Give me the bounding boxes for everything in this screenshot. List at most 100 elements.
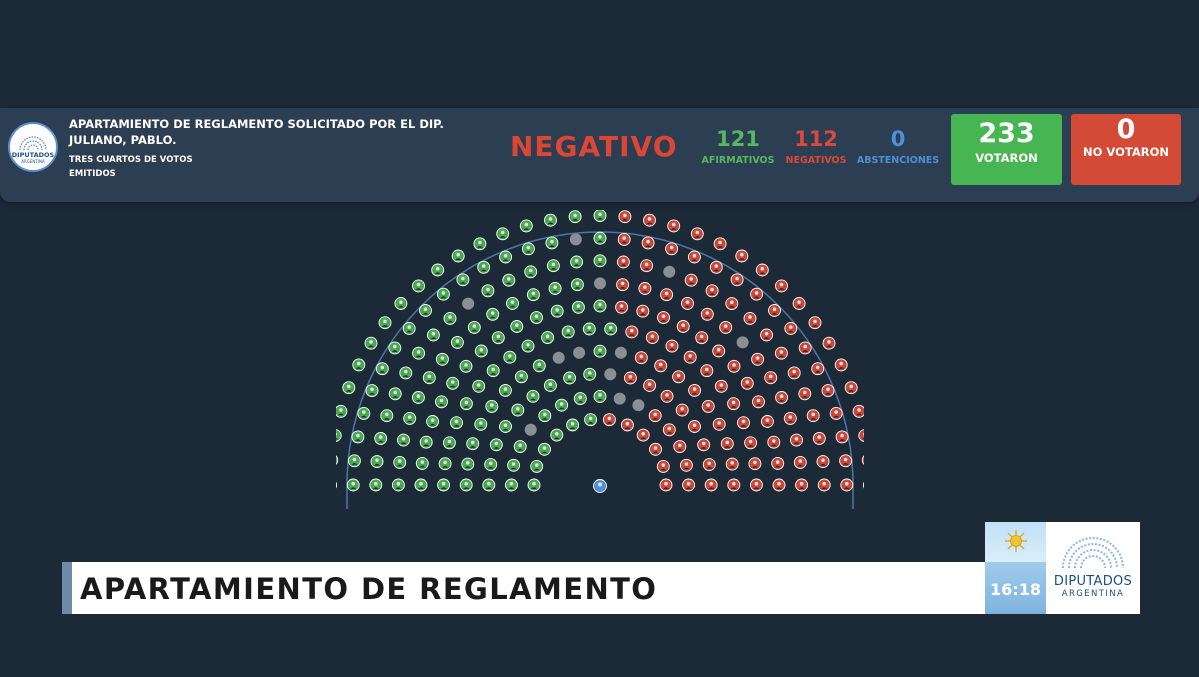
seat-negativo [784, 321, 798, 335]
seat-negativo [636, 428, 650, 442]
seat-negativo [752, 395, 765, 409]
seat-afirmativo [584, 413, 598, 427]
seat-ausente [632, 399, 645, 412]
seat-negativo [625, 325, 639, 339]
seat-afirmativo [388, 341, 402, 355]
seat-negativo [767, 435, 781, 449]
seat-afirmativo [532, 359, 546, 373]
seat-afirmativo [391, 478, 405, 492]
seat-ausente [613, 392, 626, 405]
seat-afirmativo [374, 431, 388, 445]
hemicycle-logo-icon [1062, 537, 1124, 569]
seat-afirmativo [503, 350, 517, 364]
seat-afirmativo [486, 364, 500, 378]
seat-afirmativo [530, 459, 544, 473]
seat-afirmativo [446, 376, 460, 390]
seat-negativo [654, 359, 668, 373]
seat-negativo [700, 364, 714, 378]
seat-afirmativo [550, 428, 564, 442]
seat-negativo [616, 255, 630, 269]
seat-negativo [634, 351, 648, 365]
seat-negativo [775, 391, 789, 404]
seat-afirmativo [435, 352, 449, 366]
seat-afirmativo [397, 433, 410, 447]
seat-negativo [660, 288, 674, 302]
seat-negativo [675, 403, 689, 417]
seat-negativo [643, 379, 657, 392]
seat-negativo [862, 481, 864, 489]
seat-afirmativo [593, 231, 607, 245]
seat-afirmativo [530, 311, 543, 325]
not-voted-label: NO VOTARON [1083, 145, 1169, 159]
seat-afirmativo [514, 370, 528, 384]
negative-value: 112 [794, 127, 838, 151]
not-voted-value: 0 [1116, 114, 1136, 145]
seat-negativo [660, 389, 674, 403]
seat-ausente [524, 423, 537, 436]
seat-negativo [657, 311, 670, 325]
seat-negativo [760, 328, 774, 342]
vote-result: NEGATIVO [510, 130, 678, 163]
seat-negativo [798, 341, 812, 355]
seat-afirmativo [352, 358, 366, 372]
seat-afirmativo [538, 442, 551, 456]
seat-negativo [748, 457, 762, 471]
seat-afirmativo [544, 213, 557, 227]
seat-negativo [620, 418, 634, 432]
seat-negativo [795, 478, 809, 492]
seat-afirmativo [435, 395, 448, 409]
seat-negativo [687, 250, 701, 264]
seat-afirmativo [426, 415, 440, 428]
seat-negativo [615, 300, 629, 314]
seat-negativo [714, 379, 728, 393]
seat-afirmativo [461, 457, 475, 471]
logo-text: DIPUTADOS [11, 151, 55, 159]
hemicycle-seat-chart [336, 210, 864, 509]
seat-negativo [858, 429, 864, 442]
seat-afirmativo [378, 316, 392, 330]
affirmative-value: 121 [716, 127, 760, 151]
seat-afirmativo [510, 320, 524, 333]
channel-logo: DIPUTADOS ARGENTINA [1046, 522, 1140, 614]
seat-afirmativo [436, 287, 450, 301]
not-voted-box: 0 NO VOTARON [1071, 114, 1181, 185]
seat-afirmativo [443, 311, 457, 325]
seat-afirmativo [548, 282, 562, 295]
seat-negativo [839, 454, 853, 468]
seat-afirmativo [485, 399, 499, 413]
sun-of-may-icon [1005, 530, 1027, 552]
seat-negativo [665, 339, 679, 353]
seat-afirmativo [563, 371, 577, 385]
seat-negativo [684, 273, 698, 287]
seat-afirmativo [546, 259, 560, 273]
seat-afirmativo [351, 430, 365, 444]
seat-afirmativo [593, 254, 607, 268]
seat-negativo [695, 331, 709, 345]
seat-negativo [793, 455, 807, 469]
seat-negativo [811, 362, 825, 376]
seat-negativo [673, 440, 687, 454]
seat-negativo [749, 478, 763, 492]
seat-negativo [690, 227, 704, 241]
seat-afirmativo [521, 242, 535, 256]
seat-ausente [573, 346, 586, 359]
seat-afirmativo [555, 398, 569, 412]
seat-negativo [806, 409, 820, 423]
seat-negativo [727, 397, 741, 411]
seat-afirmativo [347, 454, 361, 468]
seat-afirmativo [426, 328, 440, 342]
seat-negativo [755, 263, 769, 277]
seat-negativo [822, 336, 836, 350]
seat-negativo [705, 284, 719, 298]
seat-afirmativo [538, 409, 552, 423]
seat-afirmativo [541, 331, 555, 345]
seat-negativo [616, 278, 630, 292]
seat-afirmativo [568, 210, 582, 224]
seat-afirmativo [506, 296, 519, 310]
seat-negativo [720, 437, 734, 451]
seat-afirmativo [496, 227, 510, 241]
seat-afirmativo [336, 481, 338, 489]
seat-afirmativo [459, 359, 473, 373]
voted-box: 233 VOTARON [951, 114, 1062, 185]
seat-afirmativo [474, 344, 488, 358]
